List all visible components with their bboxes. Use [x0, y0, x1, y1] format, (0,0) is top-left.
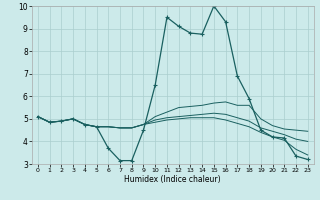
X-axis label: Humidex (Indice chaleur): Humidex (Indice chaleur) — [124, 175, 221, 184]
